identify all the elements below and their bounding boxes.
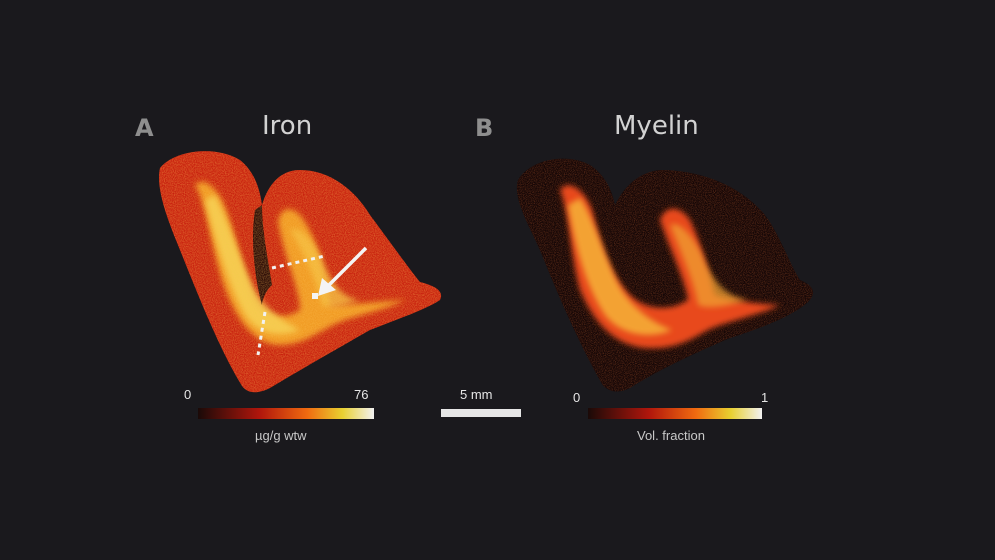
iron-texture [159, 151, 442, 393]
arrow-head-icon [318, 278, 336, 296]
myelin-colorbar-unit: Vol. fraction [637, 428, 705, 443]
myelin-hotspot [568, 198, 672, 335]
panel-letter-b: B [475, 114, 494, 142]
myelin-map [516, 158, 814, 392]
iron-colorbar-max: 76 [354, 387, 369, 402]
myelin-colorbar-max: 1 [761, 390, 769, 405]
iron-colorbar [198, 408, 374, 419]
iron-colorbar-min: 0 [184, 387, 192, 402]
panel-title-myelin: Myelin [614, 111, 699, 141]
arrow-icon [326, 246, 368, 288]
arrow-marker [312, 293, 318, 299]
dotted-line-upper [271, 254, 326, 270]
panel-title-iron: Iron [262, 111, 313, 141]
scale-bar [441, 409, 521, 417]
myelin-hotspot-2 [670, 224, 748, 308]
iron-map [159, 151, 442, 393]
iron-colorbar-unit: µg/g wtw [255, 428, 307, 443]
myelin-texture [516, 158, 814, 392]
panel-letter-a: A [135, 114, 154, 142]
myelin-colorbar [588, 408, 762, 419]
myelin-colorbar-min: 0 [573, 390, 581, 405]
scale-bar-label: 5 mm [460, 387, 493, 402]
